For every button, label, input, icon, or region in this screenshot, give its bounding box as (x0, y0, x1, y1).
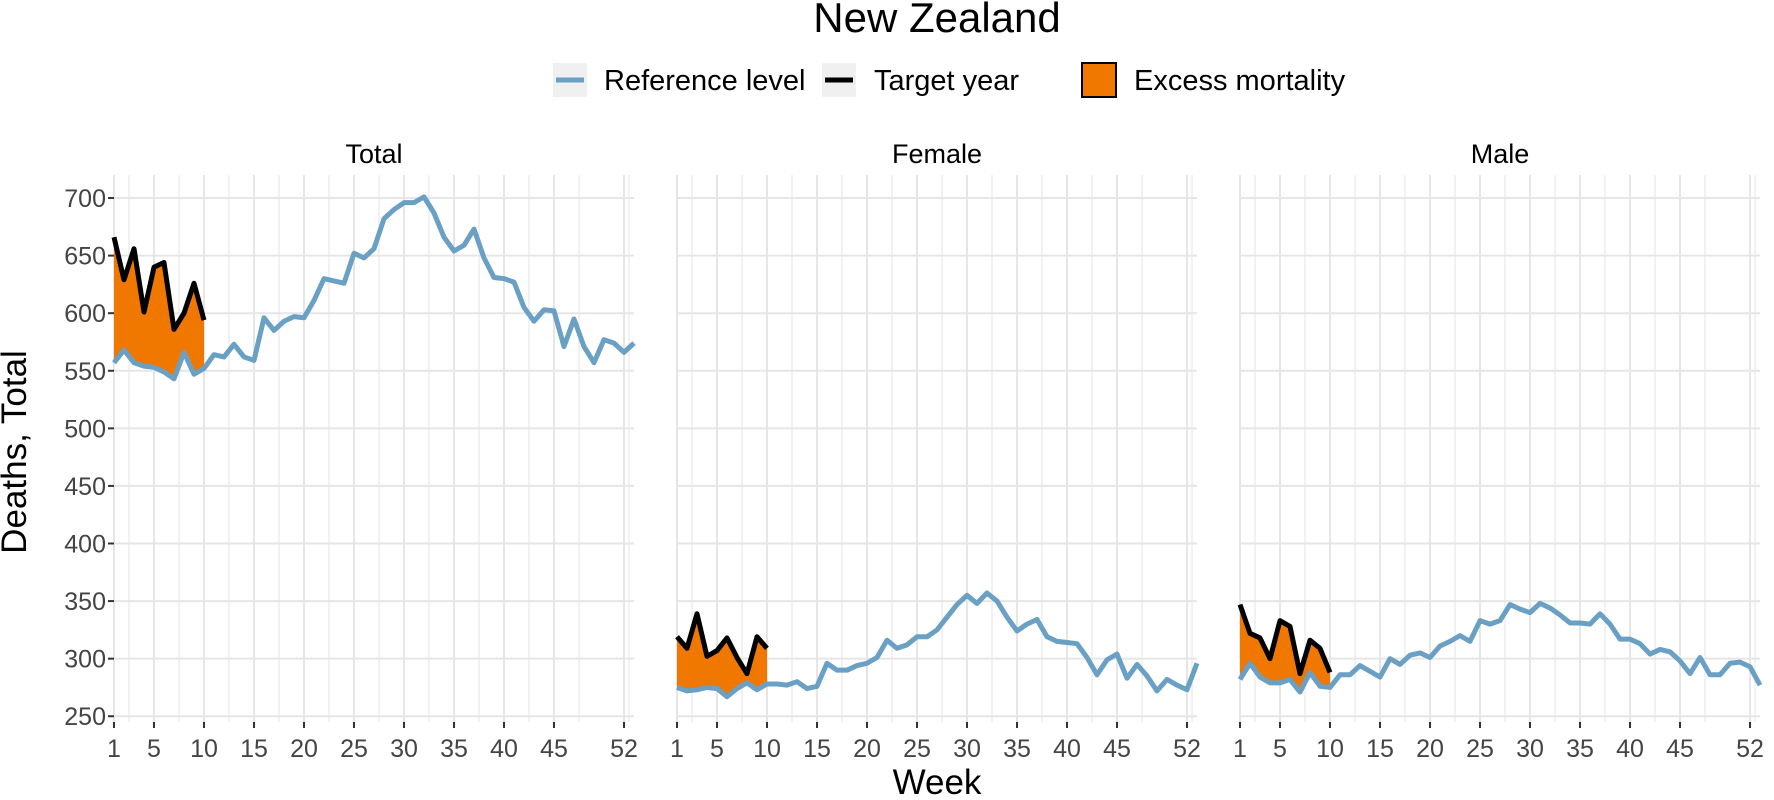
excess-area-male (1240, 604, 1330, 693)
y-tick-label: 500 (64, 415, 106, 443)
reference-line-female (676, 590, 1200, 700)
x-tick-label: 45 (1103, 735, 1131, 763)
reference-line-male (1237, 600, 1763, 695)
x-tick-label: 52 (1736, 735, 1764, 763)
x-tick-label: 30 (1516, 735, 1544, 763)
legend-label-reference: Reference level (604, 65, 806, 97)
y-tick-label: 250 (64, 703, 106, 731)
x-tick-label: 35 (440, 735, 468, 763)
legend-key-excess (1081, 62, 1117, 98)
x-tick-label: 1 (107, 735, 121, 763)
x-tick-label: 1 (670, 735, 684, 763)
x-tick-label: 10 (753, 735, 781, 763)
y-tick-label: 300 (64, 646, 106, 674)
x-tick-label: 52 (1173, 735, 1201, 763)
x-tick-label: 35 (1566, 735, 1594, 763)
y-tick-label: 550 (64, 358, 106, 386)
x-tick-label: 5 (1273, 735, 1287, 763)
x-tick-label: 45 (540, 735, 568, 763)
y-tick-label: 700 (64, 185, 106, 213)
x-tick-label: 25 (340, 735, 368, 763)
x-tick-label: 52 (610, 735, 638, 763)
x-tick-label: 5 (710, 735, 724, 763)
x-tick-label: 15 (803, 735, 831, 763)
y-tick-label: 400 (64, 531, 106, 559)
x-tick-label: 45 (1666, 735, 1694, 763)
x-tick-label: 30 (953, 735, 981, 763)
x-tick-label: 10 (190, 735, 218, 763)
legend-item-target: Target year (822, 63, 1019, 97)
y-axis-title: Deaths, Total (0, 350, 34, 554)
facet-title-female: Female (892, 139, 982, 169)
panel-female: Female 1 5 10 15 20 25 30 35 40 45 52 (670, 139, 1201, 763)
panel-male: Male 1 5 10 15 20 25 30 35 40 45 52 (1233, 139, 1764, 763)
reference-line-total (112, 194, 636, 382)
x-axis-title: Week (893, 763, 982, 800)
x-tick-label: 30 (390, 735, 418, 763)
x-tick-label: 25 (903, 735, 931, 763)
x-tick-label: 5 (147, 735, 161, 763)
y-tick-label: 600 (64, 300, 106, 328)
x-tick-label: 15 (240, 735, 268, 763)
x-tick-label: 35 (1003, 735, 1031, 763)
legend-item-excess: Excess mortality (1081, 62, 1346, 98)
y-tick-label: 650 (64, 243, 106, 271)
facet-title-male: Male (1471, 139, 1530, 169)
x-tick-label: 40 (490, 735, 518, 763)
x-tick-label: 10 (1316, 735, 1344, 763)
x-tick-label: 20 (1416, 735, 1444, 763)
y-tick-label: 350 (64, 588, 106, 616)
x-tick-label: 1 (1233, 735, 1247, 763)
x-tick-label: 25 (1466, 735, 1494, 763)
x-tick-label: 15 (1366, 735, 1394, 763)
grid-male (1239, 175, 1760, 722)
x-tick-label: 20 (290, 735, 318, 763)
x-tick-label: 40 (1616, 735, 1644, 763)
chart-title: New Zealand (813, 0, 1060, 41)
panel-total: Total 1 5 10 15 20 25 30 35 40 45 52 250 300 350 400 450… (64, 139, 638, 763)
grid-total (113, 175, 634, 722)
legend-label-target: Target year (874, 65, 1019, 97)
x-tick-label: 20 (853, 735, 881, 763)
legend-label-excess: Excess mortality (1134, 65, 1346, 97)
y-tick-label: 450 (64, 473, 106, 501)
legend-item-reference: Reference level (553, 63, 806, 97)
facet-title-total: Total (345, 139, 402, 169)
target-line-male (1237, 603, 1333, 677)
target-line-female (675, 611, 769, 677)
x-tick-label: 40 (1053, 735, 1081, 763)
legend: Reference level Target year Excess morta… (553, 62, 1346, 98)
target-line-total (111, 236, 207, 332)
grid-female (676, 175, 1197, 722)
